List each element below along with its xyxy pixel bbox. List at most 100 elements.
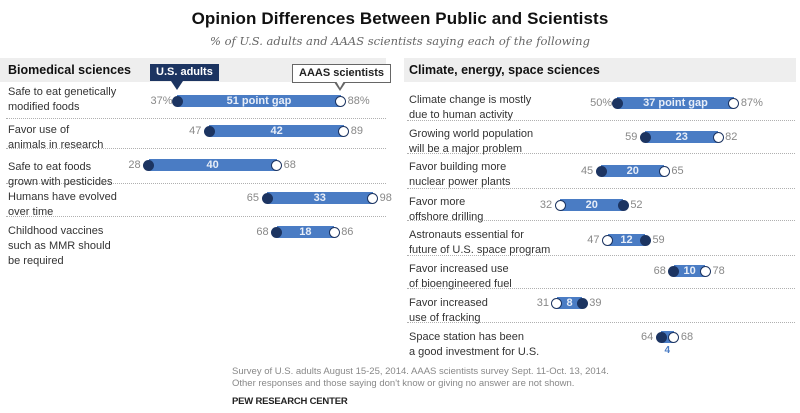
dot-us-adults (576, 297, 588, 309)
value-label-right: 78 (712, 265, 725, 277)
gap-label: 51 point gap (226, 95, 292, 107)
value-label-right: 59 (652, 234, 665, 246)
row-label: Growing world population will be a major… (409, 128, 534, 155)
row-separator (407, 255, 795, 256)
dot-aaas-scientists (658, 165, 670, 177)
value-label-right: 87% (740, 97, 763, 109)
value-label-left: 68 (653, 265, 666, 277)
legend-callout-us-adults-pointer (171, 81, 183, 90)
dot-aaas-scientists (668, 331, 680, 343)
row-label: Space station has been a good investment… (409, 331, 540, 358)
row-label: Astronauts essential for future of U.S. … (409, 229, 551, 256)
gap-bar (607, 234, 646, 246)
dot-us-adults (639, 131, 651, 143)
value-label-right: 68 (283, 159, 296, 171)
value-label-left: 50% (590, 97, 613, 109)
dot-us-adults (668, 265, 680, 277)
value-label-right: 68 (680, 331, 694, 343)
dot-aaas-scientists (367, 192, 379, 204)
gap-label: 37 point gap (643, 97, 708, 109)
value-label-left: 47 (189, 125, 202, 137)
gap-bar (645, 131, 719, 143)
value-label-right: 88% (347, 95, 370, 107)
gap-label: 40 (206, 159, 219, 171)
gap-label: 4 (664, 345, 671, 356)
dot-aaas-scientists (699, 265, 711, 277)
row-separator (6, 118, 386, 119)
dot-aaas-scientists (712, 131, 724, 143)
panel-title-biomedical: Biomedical sciences (8, 63, 131, 77)
panel-title-climate: Climate, energy, space sciences (409, 63, 600, 77)
row-separator (407, 188, 795, 189)
gap-bar (267, 192, 373, 204)
dot-us-adults (595, 165, 607, 177)
row-label: Climate change is mostly due to human ac… (409, 94, 532, 121)
gap-bar (617, 97, 734, 109)
dot-us-adults (639, 234, 651, 246)
gap-label: 18 (299, 226, 312, 238)
dot-us-adults (611, 97, 623, 109)
footer-source: PEW RESEARCH CENTER (232, 396, 348, 407)
chart-subtitle: % of U.S. adults and AAAS scientists say… (210, 34, 590, 48)
row-label: Favor more offshore drilling (409, 196, 484, 223)
legend-callout-aaas-scientists-pointer-fill (335, 81, 344, 88)
row-separator (407, 153, 795, 154)
gap-label: 42 (270, 125, 283, 137)
legend-callout-us-adults: U.S. adults (150, 64, 219, 81)
row-label: Childhood vaccines such as MMR should be… (8, 225, 111, 267)
gap-bar (276, 226, 335, 238)
value-label-left: 65 (246, 192, 259, 204)
gap-label: 23 (675, 131, 688, 143)
row-separator (6, 216, 386, 217)
value-label-left: 47 (587, 234, 600, 246)
value-label-left: 68 (256, 226, 269, 238)
value-label-right: 86 (341, 226, 354, 238)
value-label-right: 65 (671, 165, 684, 177)
gap-bar (560, 199, 624, 211)
row-separator (6, 148, 386, 149)
value-label-left: 59 (625, 131, 638, 143)
panel-header-band-climate (404, 58, 796, 82)
gap-label: 10 (683, 265, 696, 277)
value-label-left: 37% (150, 95, 173, 107)
chart-title: Opinion Differences Between Public and S… (191, 9, 609, 28)
row-separator (407, 120, 795, 121)
gap-bar (556, 297, 583, 309)
value-label-left: 32 (539, 199, 553, 211)
value-label-right: 52 (630, 199, 643, 211)
dot-us-adults (271, 226, 283, 238)
dot-aaas-scientists (271, 159, 283, 171)
gap-bar (148, 159, 277, 171)
gap-bar (209, 125, 344, 137)
dot-us-adults (203, 125, 215, 137)
gap-label: 8 (566, 297, 573, 309)
value-label-left: 31 (536, 297, 549, 309)
dot-us-adults (655, 331, 667, 343)
row-label: Favor increased use of bioengineered fue… (409, 263, 512, 290)
row-separator (6, 183, 386, 184)
row-separator (407, 220, 795, 221)
row-separator (407, 288, 795, 289)
dot-aaas-scientists (335, 95, 347, 107)
row-separator (407, 322, 795, 323)
value-label-left: 64 (640, 331, 654, 343)
value-label-right: 89 (350, 125, 364, 137)
dot-us-adults (143, 159, 155, 171)
gap-bar (601, 165, 665, 177)
row-label: Favor use of animals in research (8, 124, 104, 151)
row-label: Favor increased use of fracking (409, 297, 488, 324)
dot-us-adults (261, 192, 273, 204)
dot-us-adults (171, 95, 183, 107)
gap-bar (673, 265, 706, 277)
dot-us-adults (617, 199, 629, 211)
gap-bar (177, 95, 341, 107)
value-label-left: 28 (128, 159, 141, 171)
gap-label: 12 (620, 234, 633, 246)
dot-aaas-scientists (554, 199, 566, 211)
row-label: Safe to eat genetically modified foods (8, 86, 117, 113)
value-label-right: 39 (589, 297, 602, 309)
row-label: Humans have evolved over time (8, 191, 117, 218)
footer-note: Survey of U.S. adults August 15-25, 2014… (232, 366, 609, 389)
dot-aaas-scientists (551, 297, 563, 309)
row-label: Safe to eat foods grown with pesticides (8, 161, 113, 188)
